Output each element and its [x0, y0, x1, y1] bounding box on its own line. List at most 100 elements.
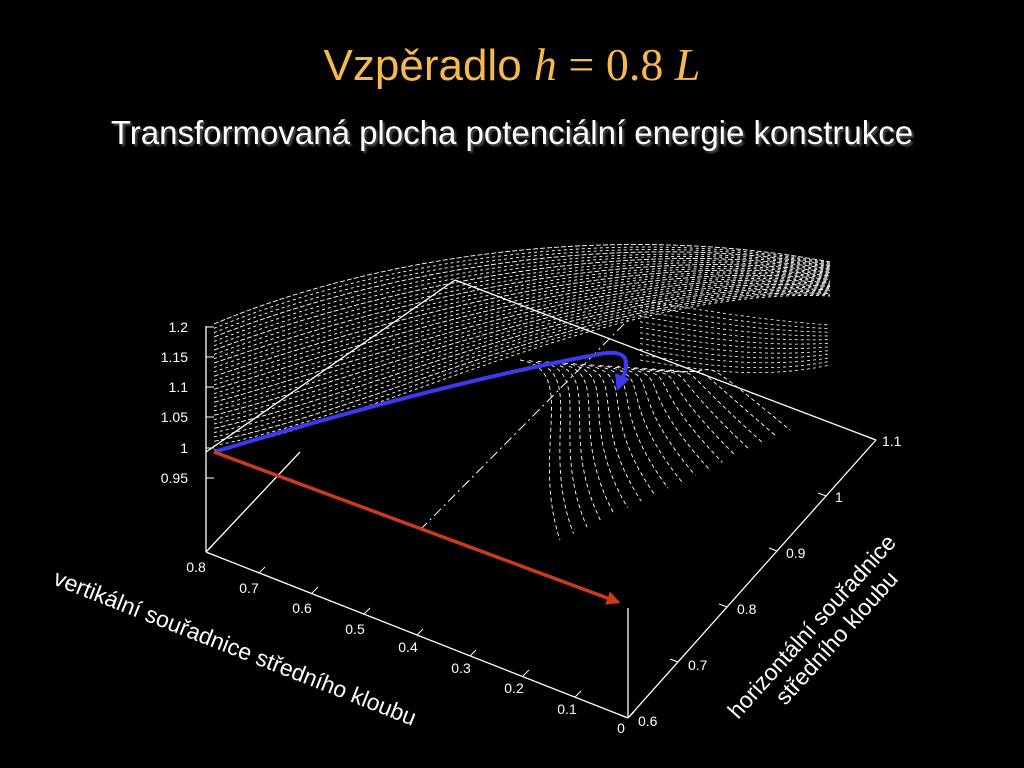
- surface-contour-upper: [213, 293, 831, 447]
- surface-contour-upper: [213, 246, 831, 329]
- z-tick-1.15: 1.15: [161, 349, 214, 365]
- z-tick-label: 1.05: [161, 409, 188, 425]
- slide-subtitle: Transformovaná plocha potenciální energi…: [110, 114, 914, 151]
- surface-contour-lower: [643, 367, 750, 450]
- surface-contour-upper: [213, 262, 831, 360]
- surface-contour-edge: [639, 315, 831, 337]
- surface-contour-upper: [213, 267, 831, 373]
- surface-contour-upper: [213, 260, 831, 355]
- surface-contour-lower: [572, 363, 642, 502]
- z-tick-label: 1.15: [161, 349, 188, 365]
- surface-contour-lower: [528, 360, 574, 534]
- z-tick-1: 1: [180, 440, 214, 456]
- surface-contour-edge: [639, 337, 831, 354]
- math-unit-L: L: [674, 39, 701, 90]
- surface-contour-upper: [213, 255, 831, 347]
- surface-contour-lower: [564, 362, 629, 508]
- x-tick-label: 0.3: [451, 660, 471, 676]
- surface-contour-edge: [639, 321, 831, 341]
- y-tick-label: 1.1: [882, 433, 902, 449]
- surface-contour-upper: [213, 266, 831, 368]
- surface-contour-upper: [213, 282, 831, 412]
- surface-contour-upper: [213, 253, 831, 342]
- x-tick-label: 0.1: [557, 701, 577, 717]
- z-tick-label: 0.95: [161, 470, 188, 486]
- x-tick-label: 0: [617, 720, 625, 736]
- surface-contour-lower: [652, 368, 764, 444]
- surface-contour-upper: [213, 288, 831, 429]
- y-tick-0.8: 0.8: [718, 601, 757, 617]
- surface-contour-upper: [213, 244, 831, 325]
- y-tick-1.1: 1.1: [867, 433, 902, 449]
- surface-contour-upper: [213, 295, 831, 451]
- x-tick-0.5: 0.5: [345, 607, 371, 637]
- top-back-edge: [454, 279, 877, 441]
- z-tick-1.2: 1.2: [169, 319, 214, 335]
- base-front-right-edge: [627, 439, 877, 719]
- x-tick-0: 0: [617, 711, 635, 736]
- x-axis-label: vertikální souřadnice středního kloubu: [50, 564, 420, 730]
- top-left-edge: [205, 279, 456, 453]
- title-text: Vzpěradlo: [323, 41, 522, 90]
- z-tick-label: 1: [180, 440, 188, 456]
- surface-contour-upper: [213, 249, 831, 334]
- y-axis-label: horizontální souřadnice středního kloubu: [722, 529, 903, 723]
- x-tick-label: 0.4: [398, 639, 418, 655]
- x-tick-0.6: 0.6: [292, 586, 319, 616]
- y-tick-0.9: 0.9: [768, 545, 806, 561]
- surface-contour-upper: [213, 274, 831, 390]
- surface-contour-edge: [639, 326, 831, 345]
- math-num: 0.8: [605, 39, 664, 90]
- surface-contour-edge: [639, 332, 831, 349]
- x-tick-0.1: 0.1: [557, 690, 582, 717]
- surface-contour-upper: [213, 284, 831, 416]
- y-tick-label: 0.7: [688, 657, 708, 673]
- y-tick-label: 0.8: [737, 601, 757, 617]
- surface-contour-lower: [546, 361, 601, 521]
- z-tick-label: 1.2: [169, 319, 189, 335]
- base-back-left-edge: [205, 451, 301, 553]
- x-tick-0.4: 0.4: [398, 628, 424, 655]
- surface-contours: [213, 244, 831, 541]
- y-axis-ticks: 0.6 0.7 0.8 0.9 1 1.1: [619, 433, 902, 729]
- surface-contour-upper: [213, 291, 831, 438]
- slide-title: Vzpěradlo h = 0.8 L: [0, 38, 1024, 91]
- surface-contour-edge: [639, 310, 831, 333]
- z-tick-label: 1.1: [169, 379, 189, 395]
- surface-contour-lower: [616, 366, 710, 470]
- surface-contour-lower: [590, 364, 669, 489]
- surface-contour-upper: [213, 258, 831, 351]
- title-math: h = 0.8 L: [534, 39, 701, 90]
- x-tick-0.8: 0.8: [186, 545, 213, 575]
- y-tick-0.7: 0.7: [669, 657, 708, 673]
- x-tick-label: 0.8: [186, 559, 206, 575]
- z-tick-1.1: 1.1: [169, 379, 214, 395]
- z-tick-0.95: 0.95: [161, 470, 214, 486]
- surface-contour-upper: [213, 251, 831, 338]
- y-tick-label: 0.9: [786, 545, 806, 561]
- y-tick-1: 1: [817, 489, 843, 505]
- surface-contour-lower: [537, 360, 588, 528]
- x-tick-0.3: 0.3: [451, 649, 477, 676]
- surface-contour-lower: [519, 359, 561, 541]
- x-tick-label: 0.6: [292, 600, 312, 616]
- surface-contour-upper: [213, 271, 831, 381]
- math-var-h: h: [533, 39, 557, 90]
- surface-contour-upper: [213, 289, 831, 434]
- surface-contour-upper: [213, 269, 831, 377]
- x-tick-label: 0.5: [345, 621, 365, 637]
- surface-contour-upper: [213, 276, 831, 394]
- projection-arrow-red: [213, 450, 621, 605]
- y-tick-label: 0.6: [638, 713, 658, 729]
- surface-contour-lower: [625, 366, 723, 463]
- surface-contour-upper: [213, 279, 831, 403]
- z-tick-1.05: 1.05: [161, 409, 214, 425]
- y-axis-label-line-1: horizontální souřadnice: [722, 529, 900, 723]
- x-tick-0.2: 0.2: [504, 669, 530, 696]
- surface-contour-edge: [639, 305, 831, 330]
- surface-contour-edge: [639, 354, 831, 369]
- surface-contour-lower: [661, 368, 777, 437]
- surface-contour-edge: [639, 299, 831, 326]
- x-tick-label: 0.7: [239, 580, 259, 596]
